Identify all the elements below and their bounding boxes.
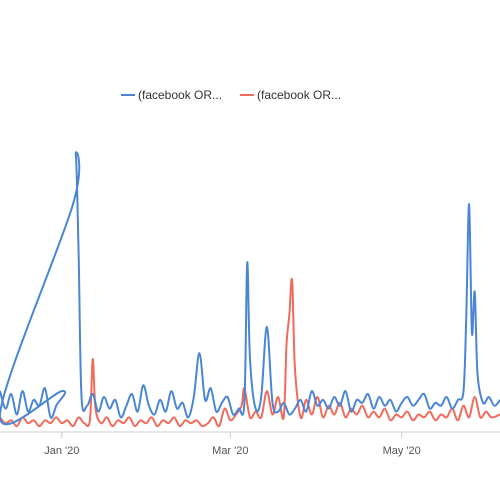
- x-axis-ticks: Jan '20 Mar '20 May '20: [44, 432, 421, 457]
- legend-item-series-2[interactable]: (facebook OR...: [240, 88, 341, 102]
- legend: (facebook OR... (facebook OR...: [121, 88, 341, 102]
- plot-area: [0, 151, 500, 428]
- legend-label-series-2: (facebook OR...: [257, 88, 341, 102]
- legend-item-series-1[interactable]: (facebook OR...: [121, 88, 222, 102]
- x-tick-label: Jan '20: [44, 445, 79, 457]
- x-tick-label: May '20: [383, 445, 421, 457]
- series-line-1[interactable]: [0, 151, 500, 425]
- x-tick-label: Mar '20: [212, 445, 248, 457]
- legend-label-series-1: (facebook OR...: [138, 88, 222, 102]
- series-line-2[interactable]: [0, 277, 500, 428]
